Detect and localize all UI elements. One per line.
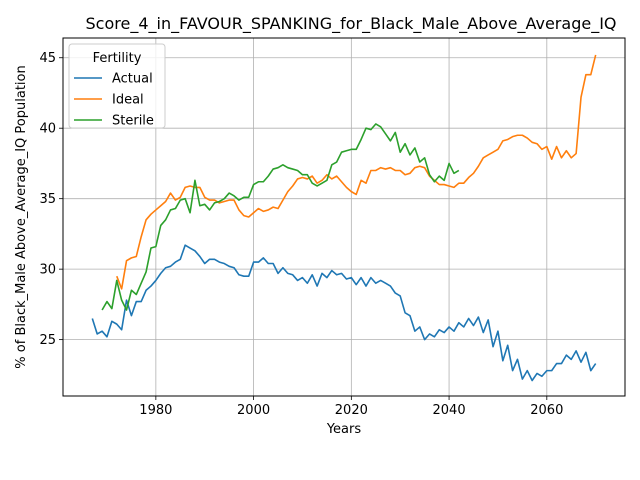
y-axis-title: % of Black_Male Above_Average_IQ Populat… <box>14 65 29 368</box>
legend-label-sterile: Sterile <box>112 114 154 129</box>
x-tick-label: 2040 <box>433 403 466 418</box>
series-line-sterile <box>101 123 460 311</box>
x-tick-label: 2060 <box>530 403 563 418</box>
y-tick-label: 45 <box>39 51 56 66</box>
x-tick-label: 2000 <box>237 403 270 418</box>
y-tick-label: 30 <box>39 263 56 278</box>
x-axis: 1980 2000 2020 2040 2060 <box>139 396 563 418</box>
y-tick-label: 40 <box>39 122 56 137</box>
x-axis-title: Years <box>326 422 362 437</box>
chart-title: Score_4_in_FAVOUR_SPANKING_for_Black_Mal… <box>86 14 617 34</box>
plot-lines <box>91 54 597 382</box>
x-tick-label: 1980 <box>139 403 172 418</box>
series-line-actual <box>91 244 597 382</box>
legend-label-ideal: Ideal <box>112 93 144 108</box>
x-tick-label: 2020 <box>335 403 368 418</box>
y-axis: 25 30 35 40 45 <box>39 51 63 348</box>
legend: Fertility Actual Ideal Sterile <box>68 43 166 129</box>
y-tick-label: 35 <box>39 192 56 207</box>
plot-frame <box>62 37 626 397</box>
legend-label-actual: Actual <box>112 72 153 87</box>
legend-box <box>68 43 166 129</box>
y-tick-label: 25 <box>39 333 56 348</box>
legend-title: Fertility <box>93 51 142 66</box>
legend-items: Actual Ideal Sterile <box>74 72 154 129</box>
